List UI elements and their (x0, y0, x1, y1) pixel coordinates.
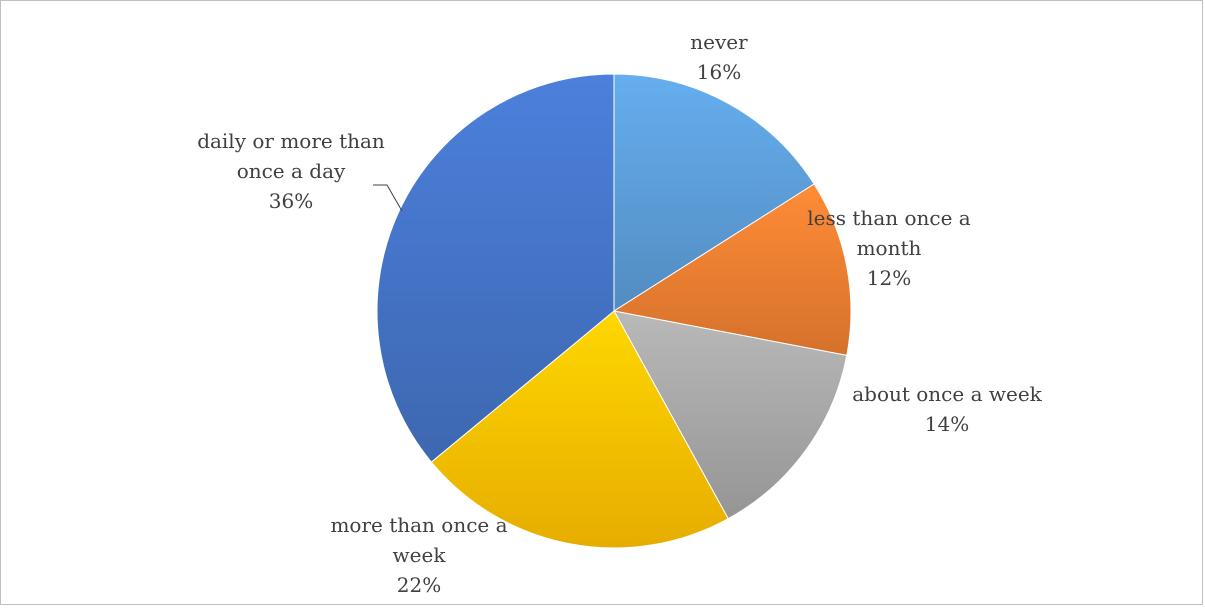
leader-line-5 (373, 184, 403, 212)
data-label-4: more than once a week 22% (330, 513, 507, 597)
pie-slice-3 (613, 310, 848, 520)
data-label-5: daily or more than once a day 36% (197, 129, 385, 213)
pie-slice-2 (612, 183, 852, 356)
data-label-1: never 16% (690, 30, 748, 84)
pie-slice-4 (430, 310, 729, 549)
data-label-2: less than once a month 12% (807, 206, 971, 290)
data-labels: never 16% less than once a month 12% about on… (197, 30, 1042, 597)
pie-slices (376, 73, 852, 549)
data-label-3: about once a week 14% (852, 382, 1042, 436)
leader-lines (373, 184, 403, 212)
pie-slice-1 (613, 73, 815, 312)
pie-slice-5 (376, 73, 615, 463)
